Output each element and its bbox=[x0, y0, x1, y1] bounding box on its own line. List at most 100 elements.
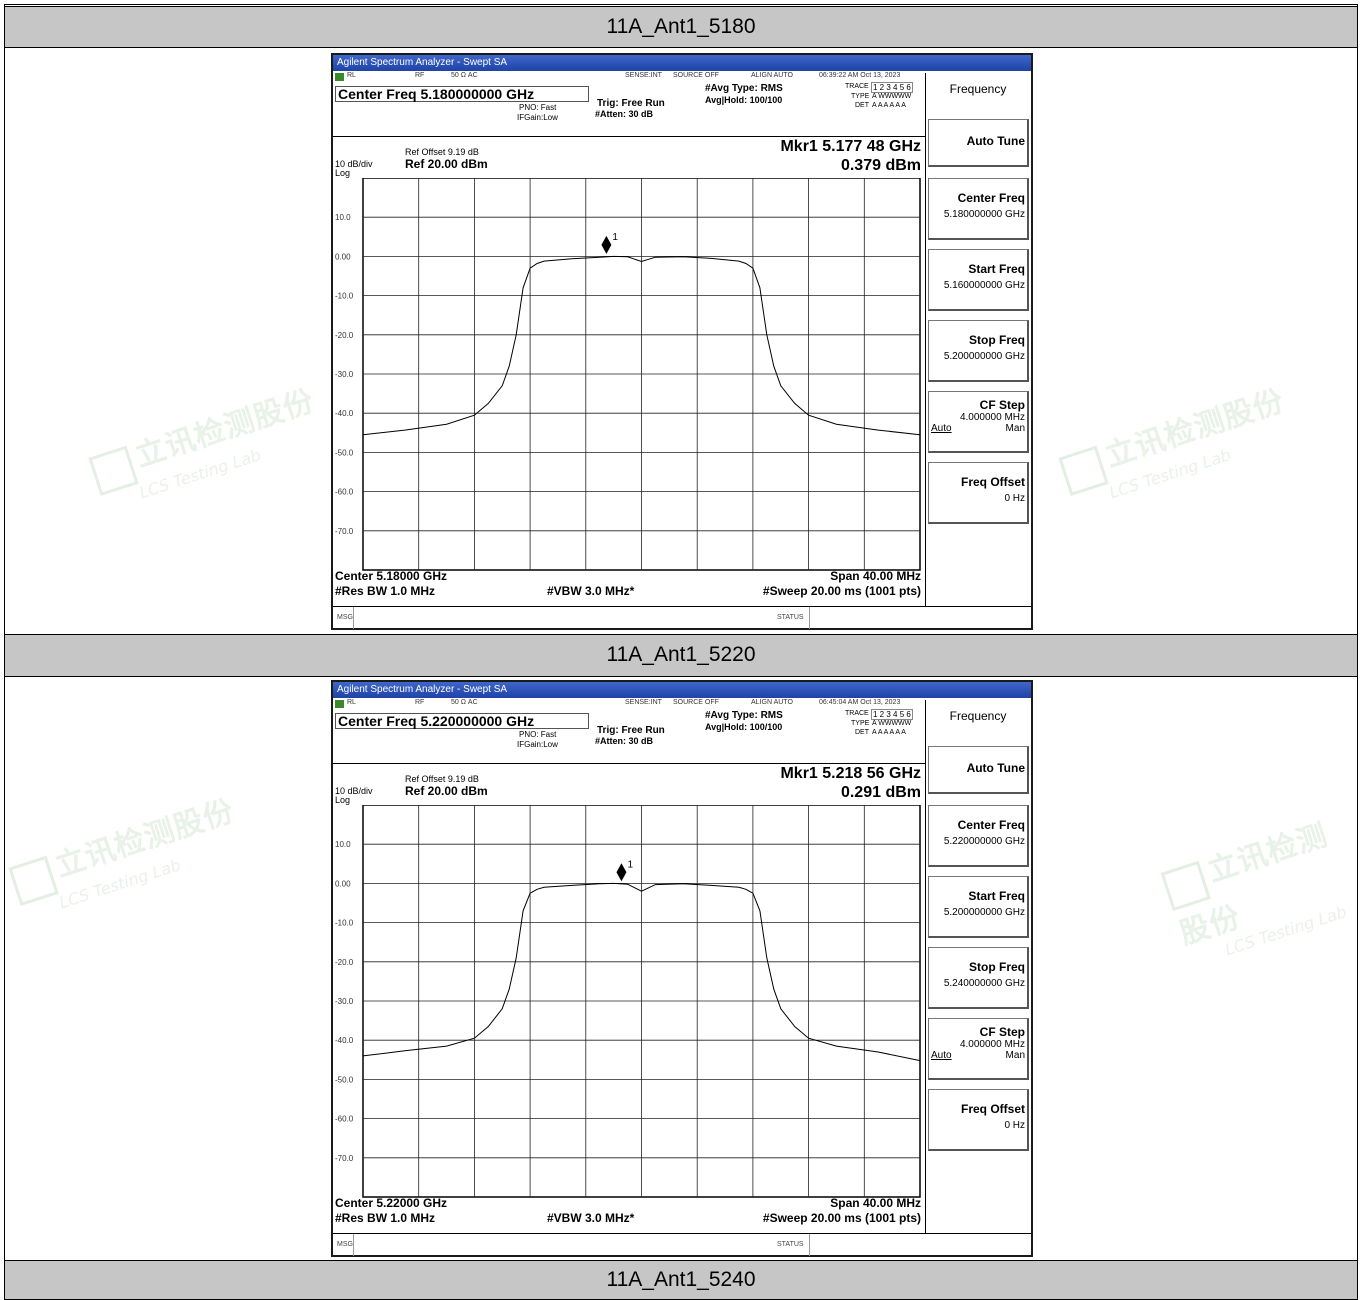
readout-text: DET bbox=[855, 729, 869, 736]
readout-text: Center 5.18000 GHz bbox=[335, 569, 448, 583]
y-tick-label: -20.0 bbox=[335, 331, 354, 340]
readout-text: #Res BW 1.0 MHz bbox=[335, 584, 436, 598]
menu-title: Frequency bbox=[949, 82, 1007, 96]
y-tick-label: -40.0 bbox=[335, 1036, 354, 1045]
readout-text: #Atten: 30 dB bbox=[595, 736, 654, 746]
readout-text: TYPE bbox=[851, 93, 870, 100]
readout-text: 0 Hz bbox=[1004, 1120, 1025, 1131]
readout-text: #Sweep 20.00 ms (1001 pts) bbox=[762, 1211, 921, 1225]
readout-text: Stop Freq bbox=[969, 333, 1025, 347]
readout-text: 10 dB/div bbox=[335, 786, 373, 796]
readout-text: TYPE bbox=[851, 720, 870, 727]
readout-text: Center Freq 5.220000000 GHz bbox=[338, 713, 535, 729]
readout-text: 5.200000000 GHz bbox=[943, 907, 1025, 918]
readout-text: 0.291 dBm bbox=[840, 784, 921, 801]
plot-area: 10.0 0.00 -10.0 -20.0 -30.0 -40.0 -50.0 -60.0 -7… bbox=[333, 804, 925, 1207]
readout-text: 4.000000 MHz bbox=[959, 412, 1025, 423]
readout-text: Man bbox=[1005, 1050, 1025, 1061]
marker-readout: Mkr1 5.218 56 GHz 0.291 dBm bbox=[780, 764, 921, 802]
readout-text: Auto Tune bbox=[966, 761, 1025, 775]
spectrum-analyzer-screen: Agilent Spectrum Analyzer - Swept SA RL … bbox=[331, 680, 1033, 1257]
readout-text: DET bbox=[855, 102, 869, 109]
readout-text: #VBW 3.0 MHz* bbox=[547, 584, 635, 598]
readout-text: Trig: Free Run bbox=[597, 98, 665, 109]
cf-step-softkey[interactable]: CF Step 4.000000 MHz Auto Man bbox=[928, 391, 1029, 453]
readout-text: #Res BW 1.0 MHz bbox=[335, 1211, 436, 1225]
y-tick-label: -40.0 bbox=[335, 409, 354, 418]
lxi-icon bbox=[335, 73, 344, 81]
readout-text: Auto bbox=[931, 1050, 952, 1061]
readout-text: Stop Freq bbox=[969, 960, 1025, 974]
readout-text: Start Freq bbox=[968, 262, 1025, 276]
cf-step-softkey[interactable]: CF Step 4.000000 MHz Auto Man bbox=[928, 1018, 1029, 1080]
softkey-menu: Frequency Auto Tune Center Freq 5.1800000… bbox=[925, 73, 1031, 606]
marker-1-diamond[interactable] bbox=[601, 235, 612, 254]
y-tick-label: -30.0 bbox=[335, 997, 354, 1006]
section-title-3: 11A_Ant1_5240 bbox=[5, 1260, 1357, 1300]
readout-text: SENSE:INT bbox=[625, 699, 662, 706]
spectrum-analyzer-screen: Agilent Spectrum Analyzer - Swept SA RL … bbox=[331, 53, 1033, 630]
readout-text: 06:45:04 AM Oct 13, 2023 bbox=[819, 699, 901, 706]
readout-text: 0 Hz bbox=[1004, 493, 1025, 504]
y-tick-label: -30.0 bbox=[335, 370, 354, 379]
readout-text: Ref 20.00 dBm bbox=[405, 784, 488, 798]
spectrum-trace bbox=[362, 882, 921, 1062]
readout-text: SENSE:INT bbox=[625, 72, 662, 79]
start-freq-softkey[interactable]: Start Freq 5.160000000 GHz bbox=[928, 249, 1029, 311]
readout-text: Ref Offset 9.19 dB bbox=[405, 774, 479, 784]
y-tick-label: -20.0 bbox=[335, 958, 354, 967]
display-header: Ref Offset 9.19 dB 10 dB/div Ref 20.00 d… bbox=[333, 763, 925, 806]
softkey-menu: Frequency Auto Tune Center Freq 5.2200000… bbox=[925, 700, 1031, 1233]
readout-text: Span 40.00 MHz bbox=[830, 1196, 921, 1210]
y-tick-label: 10.0 bbox=[335, 840, 351, 849]
window-title-bar: Agilent Spectrum Analyzer - Swept SA bbox=[333, 682, 1031, 698]
readout-text: 50 Ω AC bbox=[451, 699, 478, 706]
y-tick-label: -60.0 bbox=[335, 1115, 354, 1124]
section-title-1: 11A_Ant1_5180 bbox=[5, 6, 1357, 48]
readout-text: 50 Ω AC bbox=[451, 72, 478, 79]
readout-text: 06:39:22 AM Oct 13, 2023 bbox=[819, 72, 901, 79]
readout-text: PNO: Fast bbox=[519, 103, 557, 112]
freq-offset-softkey[interactable]: Freq Offset 0 Hz bbox=[928, 1089, 1029, 1151]
readout-text: 5.240000000 GHz bbox=[943, 978, 1025, 989]
readout-text: 4.000000 MHz bbox=[959, 1039, 1025, 1050]
readout-text: Center 5.22000 GHz bbox=[335, 1196, 448, 1210]
y-tick-label: 0.00 bbox=[335, 879, 351, 888]
readout-text: Agilent Spectrum Analyzer - Swept SA bbox=[337, 57, 508, 68]
display-header: Ref Offset 9.19 dB 10 dB/div Ref 20.00 d… bbox=[333, 136, 925, 179]
readout-text: Auto bbox=[931, 423, 952, 434]
readout-text: Freq Offset bbox=[960, 1102, 1025, 1116]
center-freq-readout: Center Freq 5.180000000 GHz bbox=[335, 86, 589, 102]
auto-tune-softkey[interactable]: Auto Tune bbox=[928, 746, 1029, 794]
settings-panel: Center Freq 5.180000000 GHz PNO: Fast IF… bbox=[333, 82, 925, 134]
readout-text: Trig: Free Run bbox=[597, 725, 665, 736]
readout-text: Agilent Spectrum Analyzer - Swept SA bbox=[337, 684, 508, 695]
freq-offset-softkey[interactable]: Freq Offset 0 Hz bbox=[928, 462, 1029, 524]
y-tick-label: -10.0 bbox=[335, 919, 354, 928]
readout-text: #Avg Type: RMS bbox=[705, 710, 783, 721]
y-tick-label: 10.0 bbox=[335, 213, 351, 222]
auto-tune-softkey[interactable]: Auto Tune bbox=[928, 119, 1029, 167]
plot-area: 10.0 0.00 -10.0 -20.0 -30.0 -40.0 -50.0 -60.0 -7… bbox=[333, 177, 925, 580]
readout-text: ALIGN AUTO bbox=[751, 699, 793, 706]
stop-freq-softkey[interactable]: Stop Freq 5.240000000 GHz bbox=[928, 947, 1029, 1009]
stop-freq-softkey[interactable]: Stop Freq 5.200000000 GHz bbox=[928, 320, 1029, 382]
readout-text: 5.160000000 GHz bbox=[943, 280, 1025, 291]
y-tick-label: 0.00 bbox=[335, 252, 351, 261]
readout-text: 10 dB/div bbox=[335, 159, 373, 169]
center-freq-softkey[interactable]: Center Freq 5.220000000 GHz bbox=[928, 805, 1029, 867]
readout-text: Mkr1 5.218 56 GHz bbox=[780, 765, 921, 782]
readout-text: ALIGN AUTO bbox=[751, 72, 793, 79]
readout-text: Log bbox=[335, 795, 351, 805]
readout-text: 0.379 dBm bbox=[840, 157, 921, 174]
readout-text: Start Freq bbox=[968, 889, 1025, 903]
y-tick-label: -70.0 bbox=[335, 1154, 354, 1163]
marker-1-diamond[interactable] bbox=[616, 863, 627, 882]
readout-text: Center Freq 5.180000000 GHz bbox=[338, 86, 535, 102]
y-tick-label: -70.0 bbox=[335, 527, 354, 536]
readout-text: A A A A A A bbox=[872, 729, 906, 736]
center-freq-softkey[interactable]: Center Freq 5.180000000 GHz bbox=[928, 178, 1029, 240]
start-freq-softkey[interactable]: Start Freq 5.200000000 GHz bbox=[928, 876, 1029, 938]
readout-text: RL bbox=[347, 699, 356, 706]
settings-panel: Center Freq 5.220000000 GHz PNO: Fast IF… bbox=[333, 709, 925, 761]
